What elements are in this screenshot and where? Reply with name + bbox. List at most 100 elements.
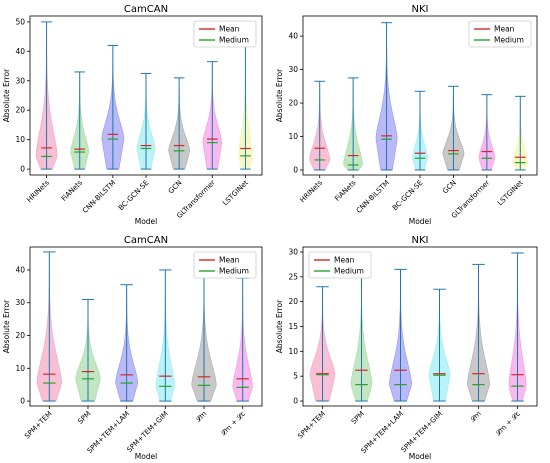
- y-tick-label: 0: [20, 397, 25, 406]
- y-tick-label: 20: [15, 331, 25, 340]
- y-tick-label: 20: [15, 106, 25, 115]
- x-tick-label: SPM+TEM+GIM: [400, 410, 444, 454]
- legend: Mean Medium: [308, 251, 372, 279]
- x-tick-label: HRINets: [299, 179, 325, 205]
- y-tick-label: 5: [293, 372, 298, 381]
- y-tick-label: 20: [288, 297, 298, 306]
- plot-frame: [29, 246, 263, 407]
- y-tick-label: 40: [15, 47, 25, 56]
- violin-0: [309, 286, 336, 402]
- x-axis-label: Model: [135, 452, 158, 461]
- chart-title: NKI: [412, 235, 429, 246]
- y-tick-label: 10: [15, 364, 25, 373]
- x-axis-label: Model: [409, 452, 432, 461]
- violin-2: [388, 268, 413, 402]
- x-tick-label: CNN-BiLSTM: [355, 179, 391, 215]
- violin-3: [428, 288, 451, 402]
- x-tick-label: LSTGINet: [496, 179, 525, 208]
- y-tick-label: 30: [15, 76, 25, 85]
- legend-label-1: Medium: [334, 267, 364, 276]
- violin-4: [168, 77, 191, 170]
- x-tick-label: FiANets: [333, 179, 357, 203]
- y-tick-label: 40: [15, 265, 25, 274]
- violin-5: [202, 61, 223, 170]
- chart-title: CamCAN: [124, 235, 168, 246]
- violin-5: [508, 252, 527, 402]
- x-tick-label: BC-GCN-SE: [117, 179, 150, 212]
- violin-6: [512, 95, 528, 171]
- violin-4: [442, 85, 465, 171]
- y-tick-label: 0: [20, 165, 25, 174]
- y-tick-label: 20: [288, 99, 298, 108]
- legend-label-0: Mean: [219, 256, 240, 265]
- x-tick-label: FiANets: [60, 179, 84, 203]
- plot-frame: [29, 15, 263, 176]
- legend-label-0: Mean: [494, 25, 515, 34]
- y-axis-label: Absolute Error: [275, 68, 284, 122]
- chart-title: CamCAN: [124, 4, 168, 15]
- x-tick-label: 𝓛m + 𝓛c: [219, 410, 247, 438]
- y-axis-label: Absolute Error: [2, 299, 11, 353]
- x-tick-label: SPM+TEM+GIM: [125, 410, 169, 454]
- legend-label-1: Medium: [494, 36, 524, 45]
- legend-label-1: Medium: [219, 36, 249, 45]
- y-tick-label: 30: [288, 247, 298, 256]
- legend: Mean Medium: [193, 251, 257, 279]
- x-tick-label: 𝓛m: [469, 410, 483, 424]
- violin-4: [467, 263, 490, 402]
- violin-3: [155, 269, 175, 402]
- violin-2: [101, 44, 125, 170]
- y-tick-label: 10: [15, 135, 25, 144]
- x-tick-label: HRINets: [25, 179, 51, 205]
- x-axis-label: Model: [135, 217, 158, 226]
- violin-5: [478, 94, 496, 171]
- y-axis-label: Absolute Error: [2, 68, 11, 122]
- violin-0: [309, 80, 331, 171]
- x-tick-label: SPM: [76, 410, 92, 426]
- violin-1: [350, 268, 373, 402]
- violin-5: [232, 277, 253, 402]
- plot-frame: [302, 15, 538, 176]
- y-tick-label: 15: [288, 322, 298, 331]
- violin-2: [115, 284, 139, 402]
- x-tick-label: CNN-BiLSTM: [81, 179, 117, 215]
- y-tick-label: 30: [288, 65, 298, 74]
- legend-label-1: Medium: [219, 267, 249, 276]
- x-tick-label: GCN: [441, 179, 458, 196]
- x-axis-label: Model: [409, 217, 432, 226]
- violin-2: [375, 22, 398, 171]
- violin-1: [75, 298, 101, 402]
- y-tick-label: 30: [15, 298, 25, 307]
- x-tick-label: BC-GCN-SE: [391, 179, 424, 212]
- x-tick-label: 𝓛m + 𝓛c: [494, 410, 522, 438]
- x-tick-label: LSTGINet: [221, 179, 250, 208]
- violin-1: [70, 71, 90, 170]
- y-tick-label: 50: [15, 17, 25, 26]
- y-tick-label: 0: [293, 397, 298, 406]
- x-tick-label: SPM+TEM: [296, 410, 327, 441]
- x-tick-label: SPM+TEM+LAM: [360, 410, 405, 455]
- violin-3: [136, 72, 156, 170]
- y-tick-label: 0: [293, 165, 298, 174]
- y-tick-label: 25: [288, 272, 298, 281]
- violin-4: [191, 271, 217, 402]
- violin-6: [238, 43, 253, 170]
- legend: Mean Medium: [193, 20, 257, 48]
- x-tick-label: GCN: [167, 179, 184, 196]
- y-axis-label: Absolute Error: [275, 299, 284, 353]
- violin-0: [35, 21, 58, 170]
- y-tick-label: 10: [288, 132, 298, 141]
- x-tick-label: SPM: [350, 410, 366, 426]
- chart-title: NKI: [412, 4, 429, 15]
- violin-3: [412, 90, 428, 171]
- x-tick-label: 𝓛m: [194, 410, 208, 424]
- violin-1: [343, 77, 364, 171]
- legend-label-0: Mean: [334, 256, 355, 265]
- legend-label-0: Mean: [219, 25, 240, 34]
- y-tick-label: 40: [288, 32, 298, 41]
